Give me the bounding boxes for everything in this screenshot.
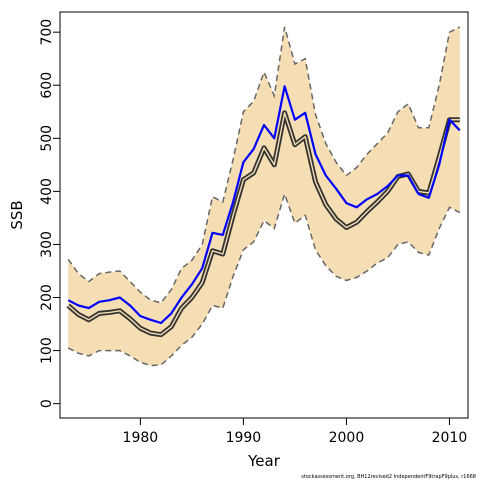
y-axis-title: SSB <box>8 200 26 229</box>
x-axis-title: Year <box>247 452 281 470</box>
confidence-band-fill <box>68 26 460 366</box>
alternative-series-inner-line <box>67 112 460 336</box>
plot-frame <box>59 11 469 419</box>
y-tick-label: 500 <box>39 125 55 152</box>
confidence-band <box>67 26 461 367</box>
y-tick-label: 0 <box>39 399 55 408</box>
x-tick-label: 1980 <box>123 430 159 446</box>
y-tick-label: 200 <box>39 284 55 311</box>
x-tick-label: 1990 <box>226 430 262 446</box>
y-tick-label: 700 <box>39 19 55 46</box>
y-axis: 0 100 200 300 400 500 600 700 <box>39 19 60 408</box>
estimate-series-line <box>67 85 461 325</box>
series-lines <box>66 85 461 338</box>
confidence-band-lower-line <box>67 191 461 367</box>
x-tick-label: 2010 <box>432 430 468 446</box>
credit-text: stockassessment.org, BH12revised2 Indepe… <box>301 474 476 480</box>
x-axis: 1980 1990 2000 2010 <box>123 418 468 446</box>
y-tick-label: 100 <box>39 337 55 364</box>
x-tick-label: 2000 <box>329 430 365 446</box>
y-tick-label: 400 <box>39 178 55 205</box>
confidence-band-upper-line <box>67 26 461 304</box>
y-tick-label: 600 <box>39 72 55 99</box>
y-tick-label: 300 <box>39 231 55 258</box>
